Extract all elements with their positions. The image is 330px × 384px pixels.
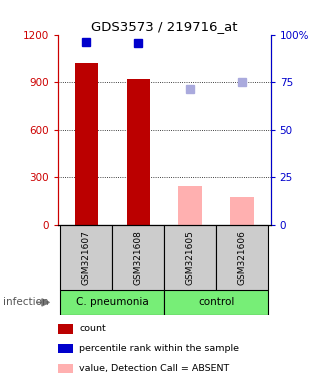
Bar bbox=[112, 225, 164, 290]
Bar bbox=[75, 63, 98, 225]
Text: infection: infection bbox=[3, 297, 49, 308]
Title: GDS3573 / 219716_at: GDS3573 / 219716_at bbox=[91, 20, 237, 33]
Bar bbox=[126, 79, 150, 225]
Bar bbox=[164, 290, 268, 315]
Text: percentile rank within the sample: percentile rank within the sample bbox=[79, 344, 239, 353]
Text: C. pneumonia: C. pneumonia bbox=[76, 297, 148, 308]
Text: control: control bbox=[198, 297, 234, 308]
Text: GSM321605: GSM321605 bbox=[186, 230, 195, 285]
Text: GSM321608: GSM321608 bbox=[134, 230, 143, 285]
Bar bbox=[164, 225, 216, 290]
Text: count: count bbox=[79, 324, 106, 333]
Text: GSM321607: GSM321607 bbox=[82, 230, 91, 285]
Text: value, Detection Call = ABSENT: value, Detection Call = ABSENT bbox=[79, 364, 229, 373]
Bar bbox=[179, 186, 202, 225]
Bar bbox=[60, 225, 112, 290]
Bar bbox=[216, 225, 268, 290]
Bar bbox=[60, 290, 164, 315]
Text: GSM321606: GSM321606 bbox=[238, 230, 247, 285]
Bar bbox=[230, 197, 254, 225]
